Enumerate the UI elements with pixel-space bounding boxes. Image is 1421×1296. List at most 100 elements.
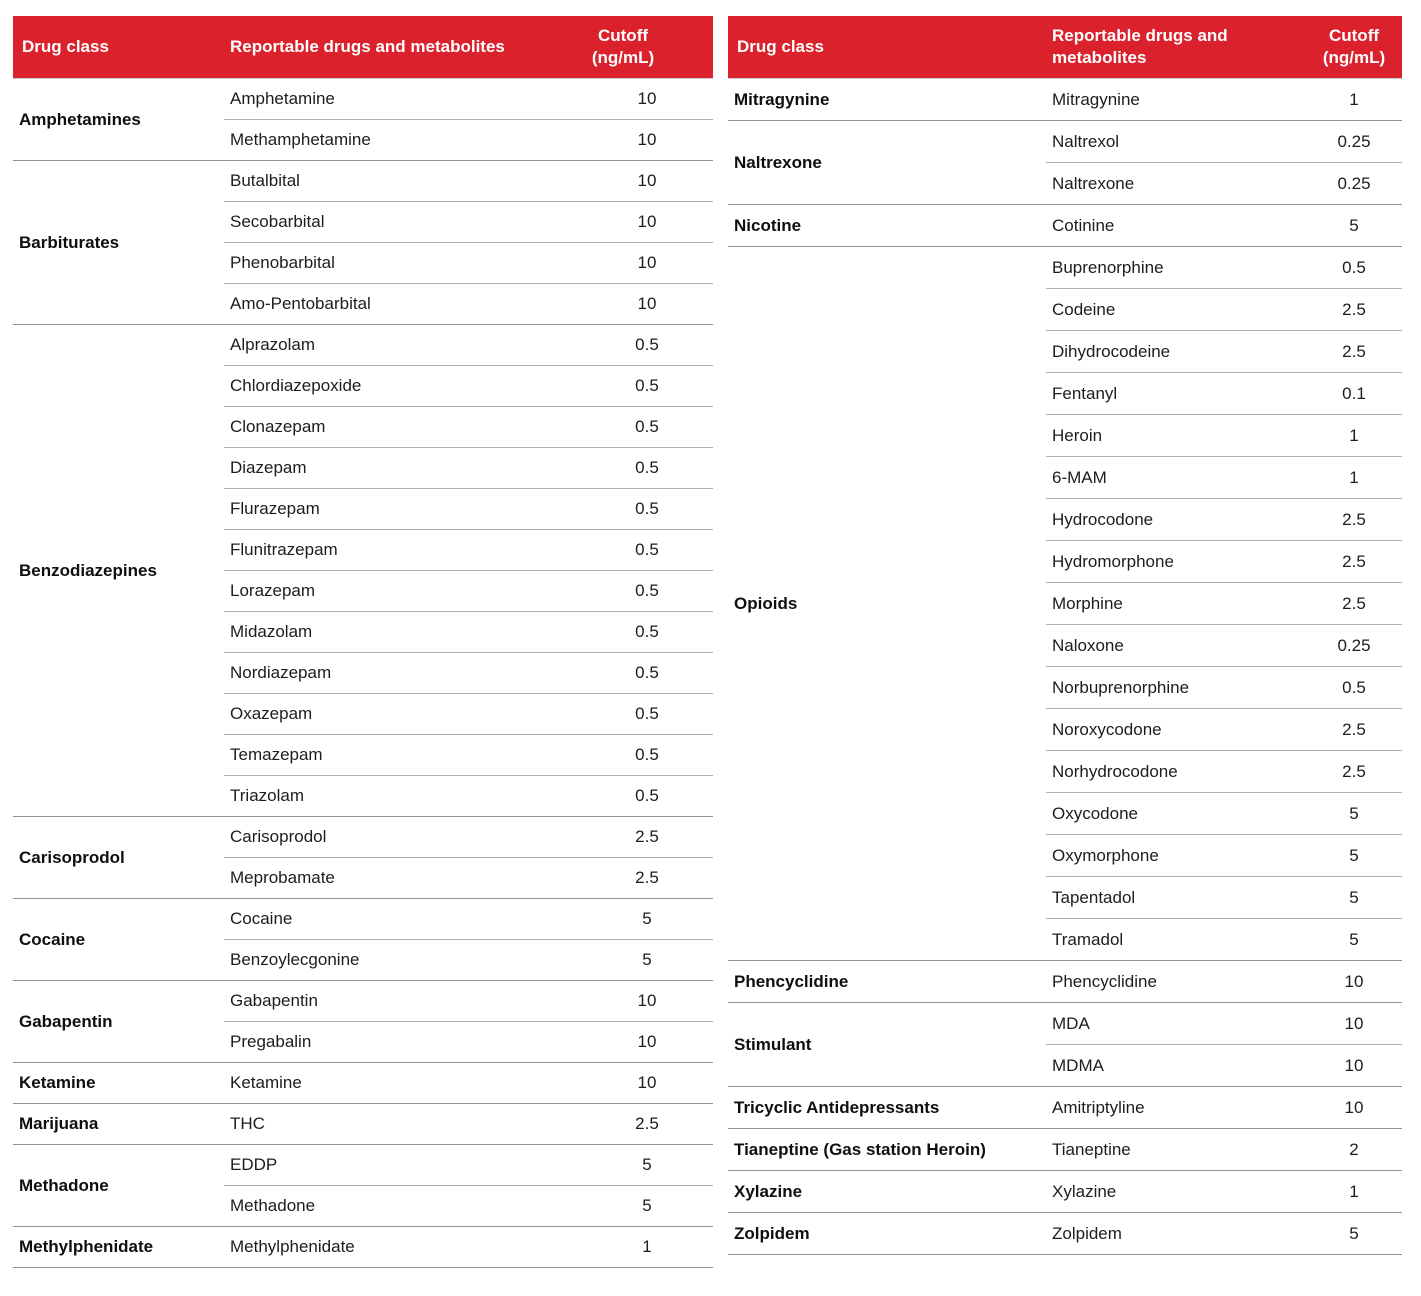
cutoff-value-cell: 0.25 <box>1292 624 1402 667</box>
table-row: Methylphenidate Methylphenidate 1 <box>13 1226 713 1268</box>
cutoff-value-cell: 2.5 <box>559 857 713 899</box>
drug-name-cell: Chlordiazepoxide <box>224 365 559 407</box>
cutoff-value-cell: 5 <box>1292 834 1402 877</box>
cutoff-value-cell: 2.5 <box>1292 288 1402 331</box>
drug-name-cell: Cotinine <box>1046 204 1292 247</box>
drug-name-cell: Gabapentin <box>224 980 559 1022</box>
drug-name-cell: Tramadol <box>1046 918 1292 961</box>
drug-name-cell: Alprazolam <box>224 324 559 366</box>
drug-name-cell: Flurazepam <box>224 488 559 530</box>
drug-name-cell: Secobarbital <box>224 201 559 243</box>
drug-cutoff-table-right: Drug class Reportable drugs and metabolit… <box>728 16 1402 1255</box>
cutoff-value-cell: 10 <box>559 160 713 202</box>
cutoff-value-cell: 0.5 <box>559 406 713 448</box>
drug-name-cell: Oxazepam <box>224 693 559 735</box>
table-row: Flurazepam 0.5 <box>13 488 713 530</box>
cutoff-value-cell: 10 <box>559 1062 713 1104</box>
header-row: Drug class Reportable drugs and metabolit… <box>728 16 1402 79</box>
drug-name-cell: Ketamine <box>224 1062 559 1104</box>
drug-name-cell: Methylphenidate <box>224 1226 559 1268</box>
drug-name-cell: Norbuprenorphine <box>1046 666 1292 709</box>
cutoff-value-cell: 10 <box>559 119 713 161</box>
header-reportable-drugs: Reportable drugs and metabolites <box>1046 16 1292 79</box>
drug-name-cell: Naltrexol <box>1046 120 1292 163</box>
drug-cutoff-table-left: Drug class Reportable drugs and metabolit… <box>13 16 713 1268</box>
header-drug-class: Drug class <box>728 16 1046 79</box>
drug-name-cell: MDA <box>1046 1002 1292 1045</box>
cutoff-value-cell: 2.5 <box>1292 498 1402 541</box>
cutoff-value-cell: 0.5 <box>559 447 713 489</box>
cutoff-value-cell: 10 <box>559 980 713 1022</box>
table-row: Methadone EDDP 5 <box>13 1144 713 1227</box>
drug-name-cell: Amo-Pentobarbital <box>224 283 559 325</box>
table-row: Zolpidem Zolpidem 5 <box>728 1212 1402 1255</box>
table-row: Stimulant MDA 10 <box>728 1002 1402 1087</box>
table-row: Hydromorphone 2.5 <box>728 540 1402 583</box>
drug-name-cell: Diazepam <box>224 447 559 489</box>
cutoff-value-cell: 0.25 <box>1292 120 1402 163</box>
table-row: Secobarbital 10 <box>13 201 713 243</box>
drug-class-cell: Opioids <box>728 246 1046 961</box>
cutoff-value-cell: 10 <box>559 283 713 325</box>
table-row: Phencyclidine Phencyclidine 10 <box>728 960 1402 1003</box>
table-row: Meprobamate 2.5 <box>13 857 713 899</box>
table-row: Norbuprenorphine 0.5 <box>728 666 1402 709</box>
table-row: 6-MAM 1 <box>728 456 1402 499</box>
table-row: Naltrexone Naltrexol 0.25 <box>728 120 1402 205</box>
cutoff-value-cell: 0.5 <box>559 570 713 612</box>
cutoff-value-cell: 0.5 <box>559 734 713 776</box>
drug-name-cell: Mitragynine <box>1046 78 1292 121</box>
cutoff-value-cell: 10 <box>559 242 713 284</box>
table-row: MDMA 10 <box>728 1044 1402 1087</box>
drug-name-cell: Meprobamate <box>224 857 559 899</box>
cutoff-value-cell: 0.5 <box>559 488 713 530</box>
drug-class-cell: Barbiturates <box>13 160 224 325</box>
drug-name-cell: Phencyclidine <box>1046 960 1292 1003</box>
drug-class-cell: Cocaine <box>13 898 224 981</box>
cutoff-value-cell: 0.5 <box>559 611 713 653</box>
table-row: Methadone 5 <box>13 1185 713 1227</box>
drug-name-cell: Norhydrocodone <box>1046 750 1292 793</box>
cutoff-value-cell: 0.5 <box>559 324 713 366</box>
drug-class-cell: Methylphenidate <box>13 1226 224 1268</box>
table-row: Barbiturates Butalbital 10 <box>13 160 713 325</box>
cutoff-value-cell: 0.5 <box>559 529 713 571</box>
header-reportable-drugs: Reportable drugs and metabolites <box>224 16 559 79</box>
cutoff-value-cell: 2.5 <box>559 816 713 858</box>
drug-name-cell: Tianeptine <box>1046 1128 1292 1171</box>
cutoff-value-cell: 10 <box>559 201 713 243</box>
cutoff-value-cell: 5 <box>559 1144 713 1186</box>
drug-name-cell: Cocaine <box>224 898 559 940</box>
table-row: Lorazepam 0.5 <box>13 570 713 612</box>
cutoff-value-cell: 10 <box>559 78 713 120</box>
table-row: Fentanyl 0.1 <box>728 372 1402 415</box>
cutoff-value-cell: 0.5 <box>559 693 713 735</box>
table-row: Opioids Buprenorphine 0.5 <box>728 246 1402 961</box>
cutoff-value-cell: 1 <box>1292 78 1402 121</box>
cutoff-value-cell: 5 <box>1292 876 1402 919</box>
cutoff-value-cell: 2.5 <box>559 1103 713 1145</box>
cutoff-value-cell: 10 <box>1292 1086 1402 1129</box>
drug-class-cell: Carisoprodol <box>13 816 224 899</box>
table-row: Norhydrocodone 2.5 <box>728 750 1402 793</box>
table-row: Naloxone 0.25 <box>728 624 1402 667</box>
table-row: Nordiazepam 0.5 <box>13 652 713 694</box>
drug-name-cell: Hydrocodone <box>1046 498 1292 541</box>
drug-name-cell: Benzoylecgonine <box>224 939 559 981</box>
cutoff-value-cell: 10 <box>1292 1002 1402 1045</box>
drug-name-cell: Carisoprodol <box>224 816 559 858</box>
drug-class-cell: Naltrexone <box>728 120 1046 205</box>
header-cutoff: Cutoff (ng/mL) <box>559 16 713 79</box>
table-row: Cocaine Cocaine 5 <box>13 898 713 981</box>
cutoff-value-cell: 0.5 <box>1292 666 1402 709</box>
cutoff-value-cell: 2.5 <box>1292 330 1402 373</box>
drug-name-cell: Nordiazepam <box>224 652 559 694</box>
drug-name-cell: Lorazepam <box>224 570 559 612</box>
drug-name-cell: Oxycodone <box>1046 792 1292 835</box>
cutoff-value-cell: 10 <box>1292 1044 1402 1087</box>
cutoff-value-cell: 2 <box>1292 1128 1402 1171</box>
drug-name-cell: Flunitrazepam <box>224 529 559 571</box>
table-row: Midazolam 0.5 <box>13 611 713 653</box>
table-row: Mitragynine Mitragynine 1 <box>728 78 1402 121</box>
drug-class-cell: Marijuana <box>13 1103 224 1145</box>
